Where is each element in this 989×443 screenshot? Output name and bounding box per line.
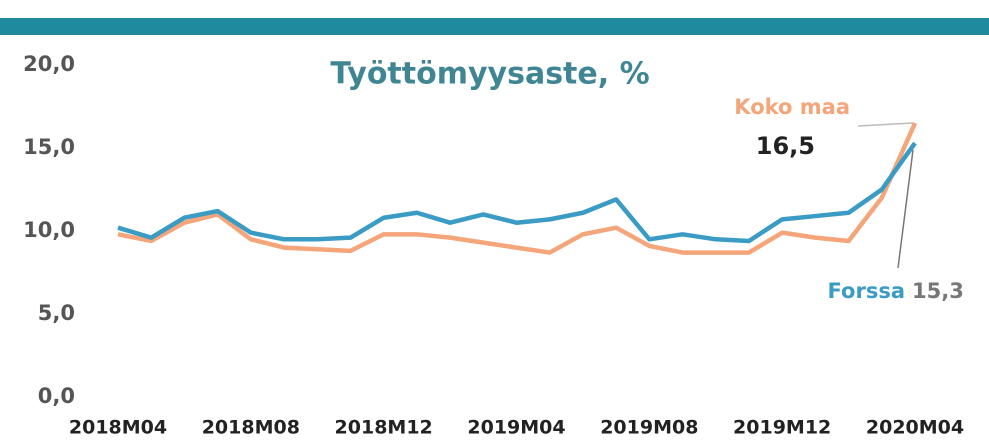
series-label: Forssa [828,279,905,303]
leader-line [857,122,914,127]
x-tick-label: 2018M08 [202,417,300,439]
chart-title: Työttömyysaste, % [330,57,649,92]
value-label: 16,5 [756,132,815,160]
series-label: Koko maa [734,95,850,119]
line-series [117,141,917,244]
line-series [117,122,918,255]
y-tick-label: 20,0 [23,52,75,76]
y-tick-label: 15,0 [23,135,75,159]
y-tick-label: 5,0 [38,301,75,325]
x-tick-label: 2020M04 [866,417,964,439]
value-label: 15,3 [912,279,964,303]
leader-line [897,149,914,269]
x-tick-label: 2019M12 [733,417,831,439]
x-tick-label: 2018M12 [335,417,433,439]
y-tick-label: 10,0 [23,218,75,242]
x-tick-label: 2019M04 [467,417,565,439]
top-band [0,18,989,35]
x-tick-label: 2018M04 [69,417,167,439]
y-tick-label: 0,0 [38,384,75,408]
x-tick-label: 2019M08 [600,417,698,439]
